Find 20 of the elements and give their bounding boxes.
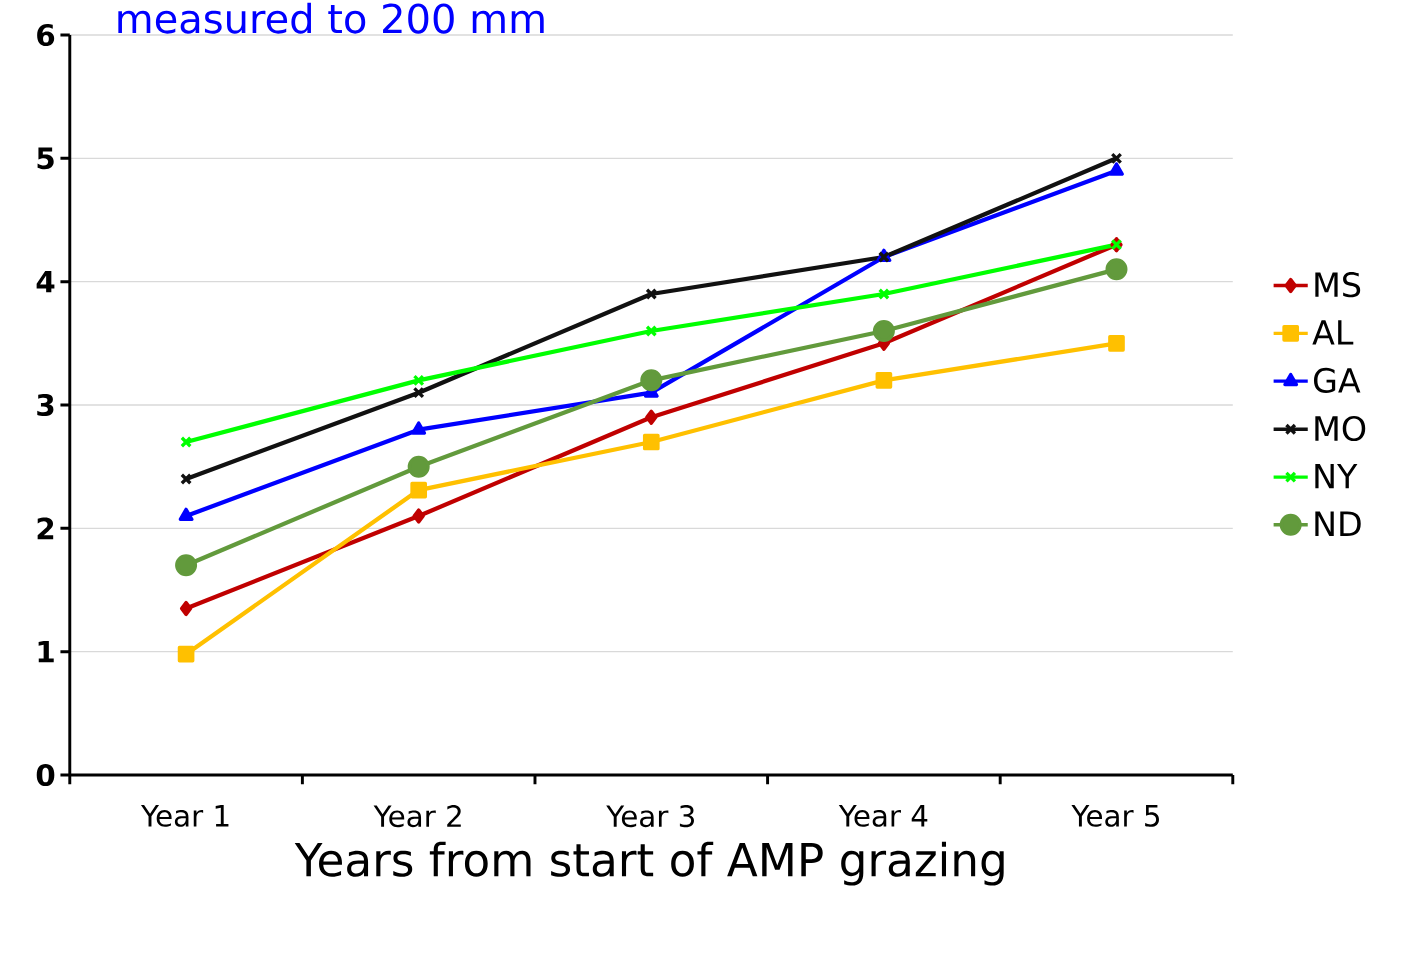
x-tick-label: Year 1: [140, 805, 229, 827]
legend-label: ND: [1315, 511, 1361, 536]
legend-label: MS: [1315, 272, 1361, 298]
y-tick-label: 6: [37, 23, 55, 47]
y-tick-label: 3: [37, 393, 54, 417]
y-tick-label: 4: [36, 270, 55, 293]
y-tick-label: 2: [37, 517, 54, 540]
y-tick-label: 0: [36, 763, 55, 787]
legend-label: MO: [1315, 415, 1366, 442]
y-tick-label: 5: [37, 147, 54, 170]
legend-label: GA: [1313, 367, 1361, 394]
y-tick-label: 1: [38, 640, 54, 663]
chart-title: measured to 200 mm: [118, 2, 544, 34]
x-tick-label: Year 3: [606, 805, 694, 828]
legend-label: AL: [1312, 320, 1354, 345]
x-tick-label: Year 5: [1071, 805, 1159, 827]
x-tick-label: Year 4: [838, 805, 928, 827]
legend-label: NY: [1315, 463, 1358, 489]
x-tick-label: Year 2: [373, 805, 461, 828]
x-axis-title: Years from start of AMP grazing: [294, 841, 1004, 886]
